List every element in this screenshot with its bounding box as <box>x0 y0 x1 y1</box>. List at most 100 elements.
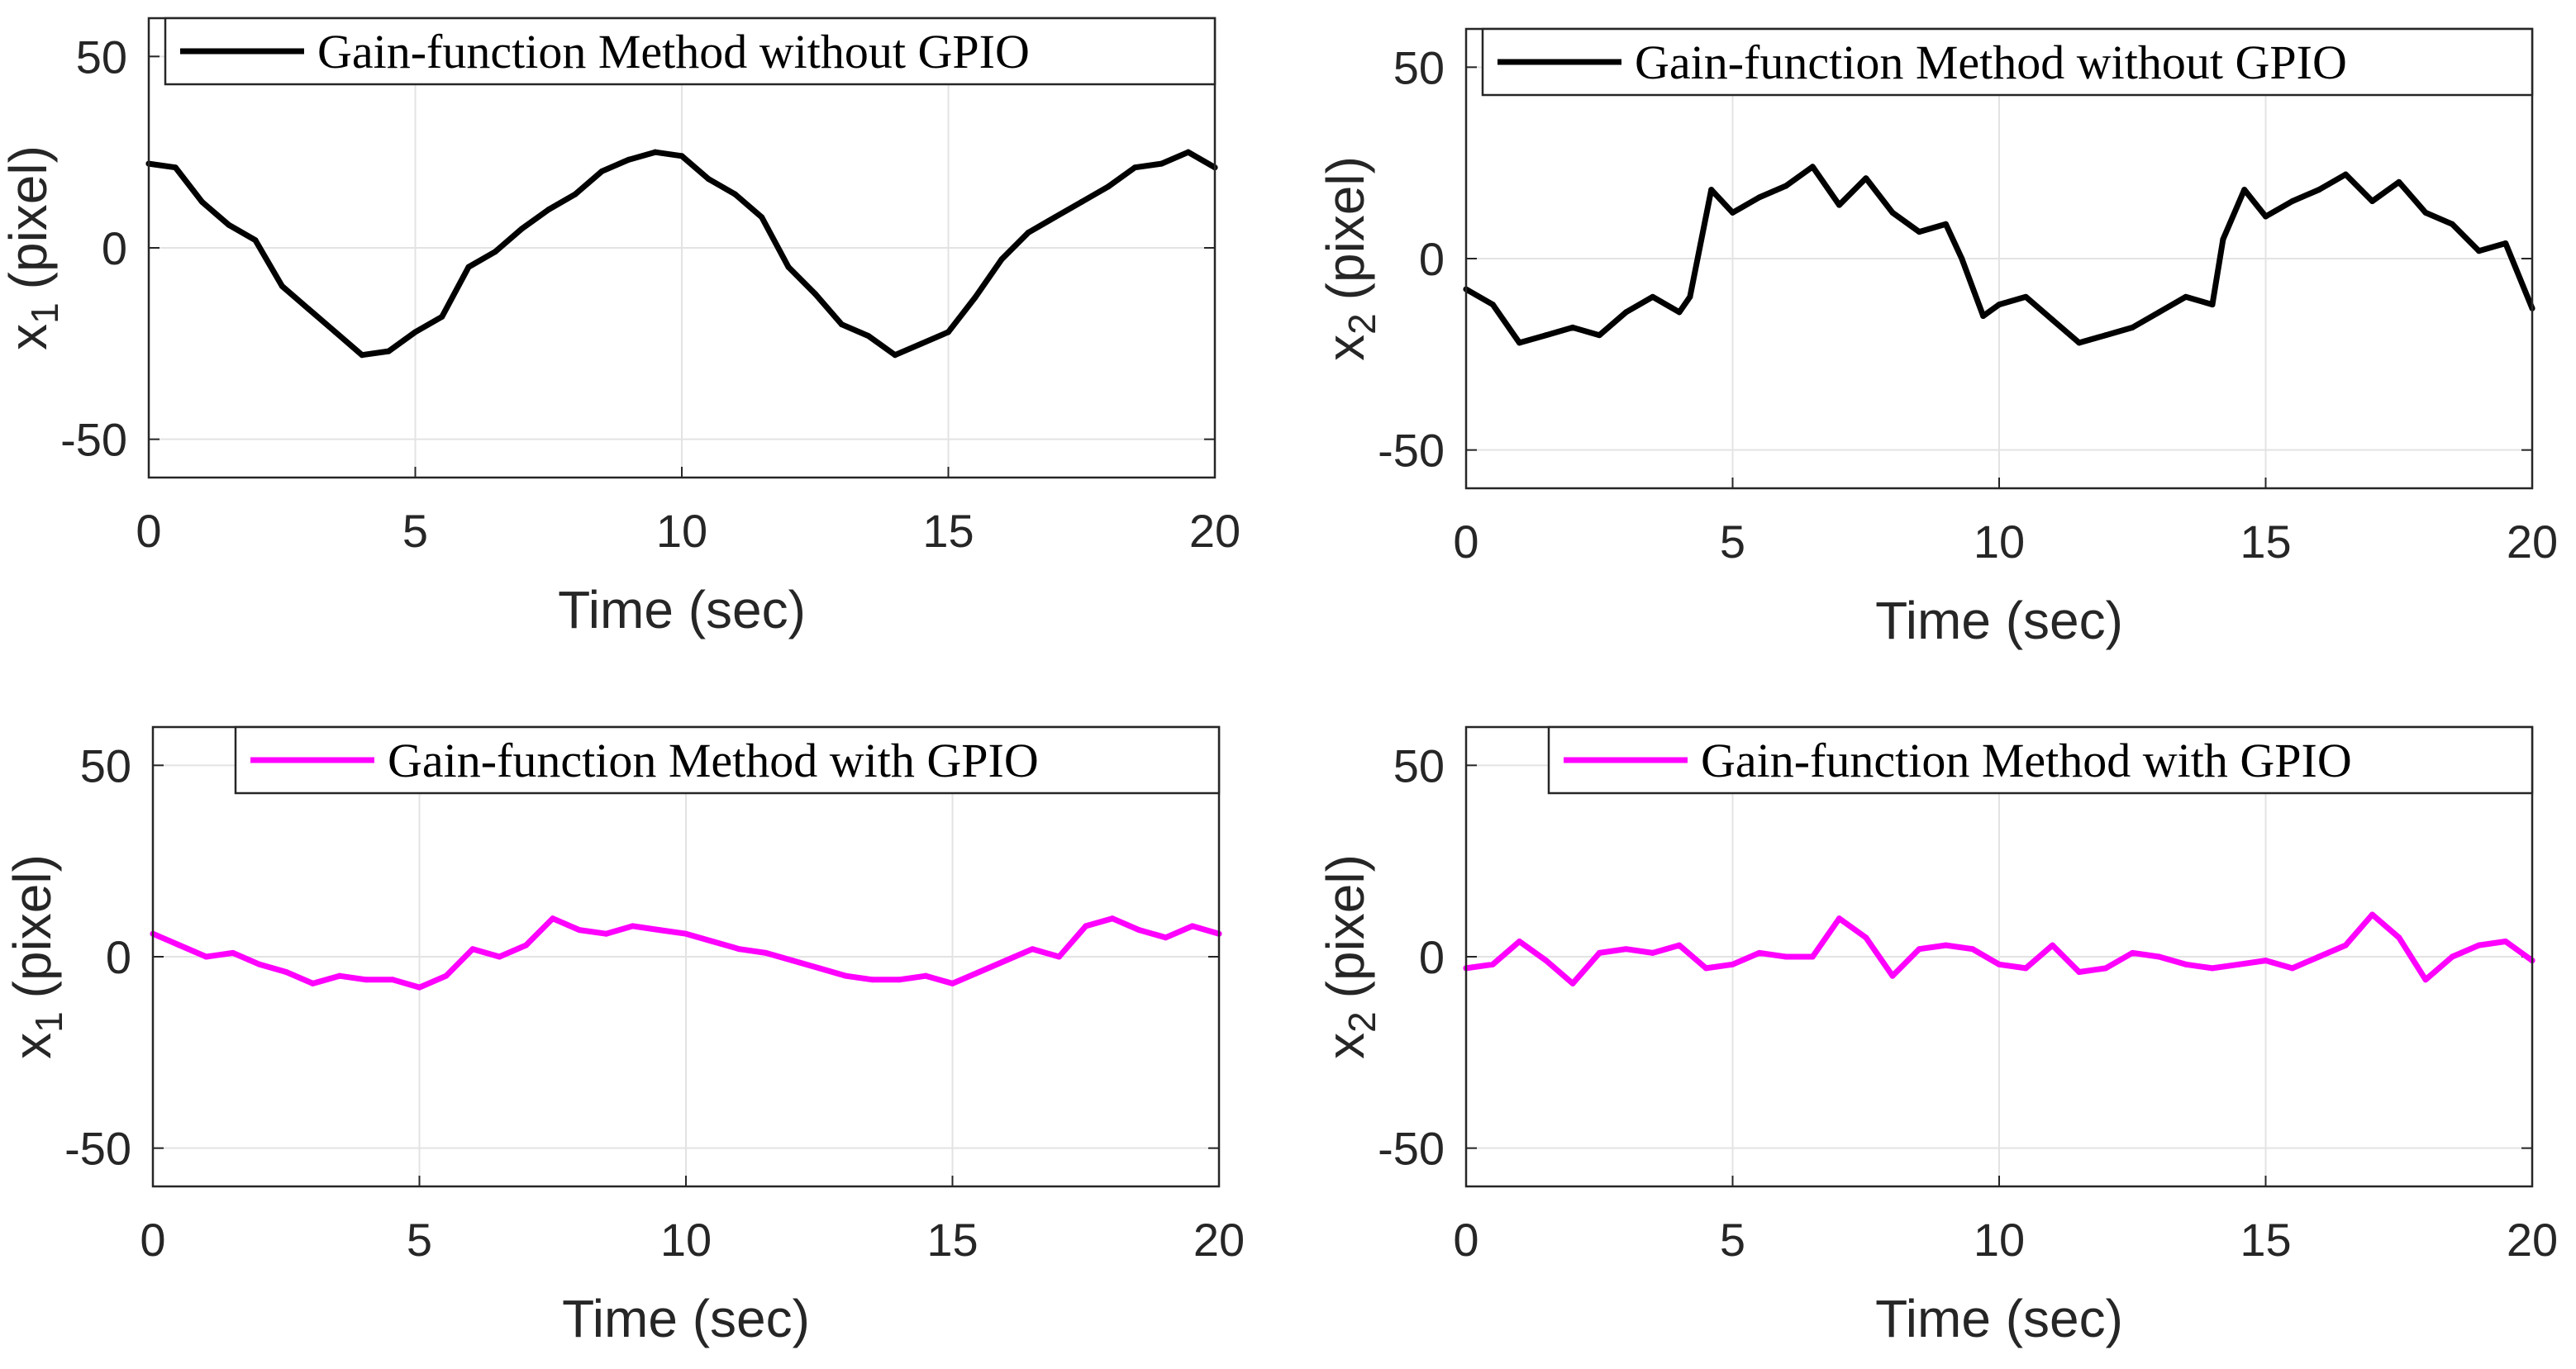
p1-data-point-32 <box>998 256 1005 263</box>
p2-data-point-20 <box>1959 255 1965 262</box>
p3-data-point-21 <box>709 938 716 944</box>
p1-y-tick-label-0: -50 <box>60 414 127 466</box>
p2-data-point-33 <box>2263 213 2269 220</box>
p4-data-point-1 <box>1489 961 1496 967</box>
p4-data-point-4 <box>1569 980 1576 986</box>
p1-data-point-27 <box>865 333 872 340</box>
p4-y-axis-label-main: x <box>1316 1033 1375 1059</box>
p2-x-axis-label: Time (sec) <box>1875 591 2123 650</box>
p1-data-point-15 <box>545 207 552 213</box>
p3-data-point-9 <box>389 977 396 983</box>
p3-x-tick-label-2: 10 <box>660 1214 712 1266</box>
p1-data-point-26 <box>839 321 845 328</box>
p3-data-point-26 <box>843 972 849 979</box>
p3-x-axis-label: Time (sec) <box>562 1289 810 1348</box>
p1-data-point-9 <box>385 348 392 354</box>
p4-data-point-33 <box>2342 942 2349 948</box>
p4-data-point-36 <box>2422 977 2429 983</box>
p1-data-point-24 <box>785 264 792 270</box>
p2-data-point-15 <box>1836 202 1842 208</box>
p2-data-point-36 <box>2342 171 2349 178</box>
p2-data-point-23 <box>2022 293 2029 300</box>
p4-data-point-39 <box>2502 938 2509 944</box>
p3-data-point-37 <box>1136 927 1142 934</box>
p4-data-point-10 <box>1730 961 1736 967</box>
p2-data-point-17 <box>1889 209 1896 216</box>
p1-x-axis-label: Time (sec) <box>558 580 806 639</box>
p4-data-point-26 <box>2156 953 2162 960</box>
p2-y-tick-label-1: 0 <box>1419 233 1445 285</box>
p4-y-axis-label-sub: 2 <box>1340 1011 1383 1033</box>
p1-data-point-12 <box>465 264 472 270</box>
p3-data-point-29 <box>922 972 929 979</box>
p4-x-tick-label-3: 15 <box>2240 1214 2291 1266</box>
p1-data-point-6 <box>306 306 312 312</box>
p3-data-point-32 <box>1002 958 1009 964</box>
p4-x-axis-label: Time (sec) <box>1875 1289 2123 1348</box>
p2-x-tick-label-0: 0 <box>1453 516 1478 568</box>
p3-data-point-1 <box>176 942 183 948</box>
p3-data-point-20 <box>683 930 689 937</box>
p2-data-point-22 <box>1996 302 2002 308</box>
p2-data-point-41 <box>2476 248 2482 254</box>
p3-data-point-28 <box>896 977 902 983</box>
p4-x-tick-label-2: 10 <box>1974 1214 2025 1266</box>
p1-y-tick-label-2: 50 <box>76 31 127 83</box>
p4-x-tick-label-1: 5 <box>1720 1214 1745 1266</box>
p1-y-axis-label-main: x <box>0 324 58 350</box>
p3-data-point-33 <box>1029 946 1036 953</box>
p4-data-point-23 <box>2076 969 2083 976</box>
p2-data-point-26 <box>2102 332 2109 339</box>
p3-data-point-24 <box>789 958 796 964</box>
p3-x-tick-label-3: 15 <box>926 1214 978 1266</box>
p3-data-point-30 <box>950 980 955 986</box>
p4-data-point-14 <box>1836 915 1842 922</box>
p3-data-point-15 <box>550 915 556 922</box>
p1-data-point-2 <box>199 198 205 205</box>
p2-y-axis-label-unit: (pixel) <box>1316 156 1375 300</box>
p4-y-tick-label-0: -50 <box>1378 1123 1445 1175</box>
p2-legend-box <box>1481 27 2534 97</box>
p4-data-point-38 <box>2476 942 2482 948</box>
p4-data-point-20 <box>1996 961 2002 967</box>
p4-data-point-7 <box>1650 949 1656 956</box>
p4-data-point-21 <box>2022 965 2029 972</box>
p4-data-point-19 <box>1969 946 1976 953</box>
p4-data-point-22 <box>2050 942 2055 948</box>
p3-data-point-4 <box>256 961 263 967</box>
p4-data-point-16 <box>1889 972 1896 979</box>
p1-data-point-35 <box>1078 198 1085 205</box>
p1-legend-label: Gain-function Method without GPIO <box>317 25 1030 78</box>
p1-x-tick-label-3: 15 <box>922 505 974 557</box>
p2-x-tick-label-4: 20 <box>2507 516 2558 568</box>
p4-data-point-2 <box>1517 938 1522 944</box>
p1-y-axis-label-sub: 1 <box>23 302 66 324</box>
p3-data-point-7 <box>336 972 343 979</box>
p2-data-point-37 <box>2369 198 2375 204</box>
p2-data-point-13 <box>1783 183 1789 189</box>
p1-data-point-30 <box>945 329 951 335</box>
p1-x-tick-label-2: 10 <box>656 505 707 557</box>
p3-x-tick-label-0: 0 <box>140 1214 165 1266</box>
p4-data-point-31 <box>2289 965 2296 972</box>
p4-x-tick-label-0: 0 <box>1453 1214 1478 1266</box>
p1-x-tick-label-1: 5 <box>402 505 428 557</box>
p3-data-point-31 <box>976 969 983 976</box>
p3-data-point-35 <box>1083 923 1089 929</box>
p1-data-point-4 <box>252 237 259 244</box>
p3-data-point-25 <box>816 965 822 972</box>
p3-legend-label: Gain-function Method with GPIO <box>388 734 1039 787</box>
p4-data-point-29 <box>2236 961 2242 967</box>
p2-data-point-29 <box>2183 293 2189 300</box>
p4-y-tick-label-2: 50 <box>1393 739 1445 791</box>
p3-data-point-14 <box>523 942 529 948</box>
p2-data-point-24 <box>2050 316 2055 323</box>
p2-y-axis-label-main: x <box>1316 335 1375 361</box>
p2-data-point-5 <box>1596 332 1602 339</box>
p1-data-point-11 <box>439 313 445 320</box>
